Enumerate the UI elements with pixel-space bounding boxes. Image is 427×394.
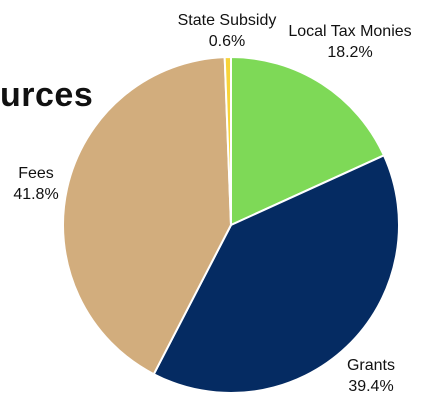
slice-label: State Subsidy bbox=[178, 12, 277, 29]
heading-fragment: urces bbox=[0, 76, 94, 114]
pie-slice-grants bbox=[152, 154, 400, 394]
pie-slice-local-tax-monies bbox=[230, 55, 386, 227]
slice-label: Local Tax Monies bbox=[288, 23, 411, 40]
slice-value-label: 18.2% bbox=[327, 44, 372, 61]
pie-slice-fees bbox=[61, 56, 233, 376]
slice-value-label: 0.6% bbox=[209, 33, 245, 50]
slice-label: Fees bbox=[18, 165, 54, 182]
slice-value-label: 41.8% bbox=[13, 186, 58, 203]
slice-label: Grants bbox=[347, 357, 395, 374]
slice-value-label: 39.4% bbox=[348, 378, 393, 394]
pie-slice-state-subsidy bbox=[223, 55, 232, 226]
